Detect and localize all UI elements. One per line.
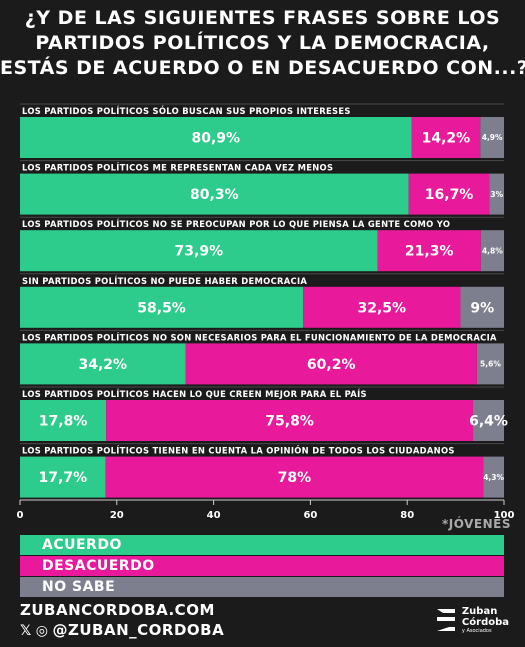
category-label: LOS PARTIDOS POLÍTICOS HACEN LO QUE CREE…	[22, 388, 367, 399]
title-line: ¿Y DE LAS SIGUIENTES FRASES SOBRE LOS	[24, 7, 501, 29]
bar-segment	[20, 286, 304, 328]
logo-line-2: Córdoba	[461, 617, 509, 628]
stacked-bar-chart: LOS PARTIDOS POLÍTICOS SÓLO BUSCAN SUS P…	[17, 103, 515, 521]
category-label: LOS PARTIDOS POLÍTICOS TIENEN EN CUENTA …	[22, 445, 455, 456]
data-label: 80,9%	[191, 131, 240, 147]
title-line: ESTÁS DE ACUERDO O EN DESACUERDO CON...?	[0, 57, 525, 79]
bar-segment	[20, 400, 107, 441]
bar-segment	[408, 173, 490, 215]
legend-item-no-sabe: NO SABE	[20, 577, 504, 597]
brand-logo: Zuban Córdoba y Asociados	[435, 606, 509, 634]
bar-segment	[476, 343, 504, 385]
chart-title: ¿Y DE LAS SIGUIENTES FRASES SOBRE LOS PA…	[0, 6, 525, 81]
data-label: 9%	[470, 300, 494, 316]
bar-segment	[20, 173, 409, 215]
bar-segment	[489, 173, 504, 215]
x-tick-label: 100	[494, 510, 515, 521]
bar-segment	[480, 117, 504, 158]
bar-segment	[20, 343, 186, 385]
bar-segment	[473, 400, 504, 441]
category-label: LOS PARTIDOS POLÍTICOS SÓLO BUSCAN SUS P…	[22, 105, 351, 116]
bar-segment	[460, 286, 504, 328]
data-label: 78%	[278, 470, 312, 486]
bar-segment	[105, 456, 484, 498]
data-label: 75,8%	[265, 414, 314, 430]
x-tick-label: 80	[400, 510, 414, 521]
social-handle[interactable]: @ZUBAN_CORDOBA	[52, 621, 225, 639]
legend-item-desacuerdo: DESACUERDO	[20, 556, 504, 576]
x-icon[interactable]: 𝕏	[20, 623, 32, 639]
x-tick-label: 60	[303, 510, 317, 521]
social-row: 𝕏 ◎ @ZUBAN_CORDOBA	[20, 621, 224, 639]
x-tick-label: 40	[207, 510, 221, 521]
data-label: 60,2%	[307, 357, 356, 373]
data-label: 6,4%	[469, 414, 508, 430]
bar-segment	[303, 286, 461, 328]
bar-segment	[20, 117, 412, 158]
x-tick-label: 20	[110, 510, 124, 521]
logo-mark-icon	[436, 609, 455, 631]
bar-segment	[106, 400, 474, 441]
data-label: 34,2%	[78, 357, 127, 373]
title-line: PARTIDOS POLÍTICOS Y LA DEMOCRACIA,	[35, 32, 490, 54]
footer: ZUBANCORDOBA.COM 𝕏 ◎ @ZUBAN_CORDOBA	[20, 601, 224, 639]
legend-item-acuerdo: ACUERDO	[20, 535, 504, 555]
data-label: 21,3%	[405, 244, 454, 260]
bar-segment	[185, 343, 477, 385]
data-label: 80,3%	[190, 187, 239, 203]
data-label: 17,8%	[39, 414, 88, 430]
bar-segment	[377, 230, 481, 272]
category-label: LOS PARTIDOS POLÍTICOS NO SE PREOCUPAN P…	[22, 218, 450, 229]
bar-segment	[480, 230, 504, 272]
logo-line-3: y Asociados	[461, 628, 492, 634]
logo-line-1: Zuban	[461, 606, 498, 617]
bar-segment	[20, 456, 106, 498]
data-label: 58,5%	[137, 300, 186, 316]
category-label: LOS PARTIDOS POLÍTICOS NO SON NECESARIOS…	[22, 331, 497, 342]
data-label: 3%	[490, 190, 503, 199]
bar-segment	[411, 117, 481, 158]
data-label: 32,5%	[358, 300, 407, 316]
data-label: 16,7%	[425, 187, 474, 203]
sample-tag: *JÓVENES	[442, 517, 511, 531]
instagram-icon[interactable]: ◎	[35, 623, 49, 639]
data-label: 4,9%	[482, 133, 503, 142]
data-label: 73,9%	[175, 244, 224, 260]
bar-segment	[20, 230, 378, 272]
category-label: LOS PARTIDOS POLÍTICOS ME REPRESENTAN CA…	[22, 162, 333, 173]
x-tick-label: 0	[17, 510, 24, 521]
data-label: 4,8%	[482, 246, 503, 255]
bar-segment	[483, 456, 504, 498]
website-link[interactable]: ZUBANCORDOBA.COM	[20, 601, 215, 619]
data-label: 4,3%	[483, 473, 504, 482]
category-label: SIN PARTIDOS POLÍTICOS NO PUEDE HABER DE…	[22, 275, 307, 286]
legend: ACUERDO DESACUERDO NO SABE	[20, 535, 504, 598]
data-label: 17,7%	[39, 470, 88, 486]
data-label: 5,6%	[480, 360, 501, 369]
data-label: 14,2%	[422, 131, 471, 147]
